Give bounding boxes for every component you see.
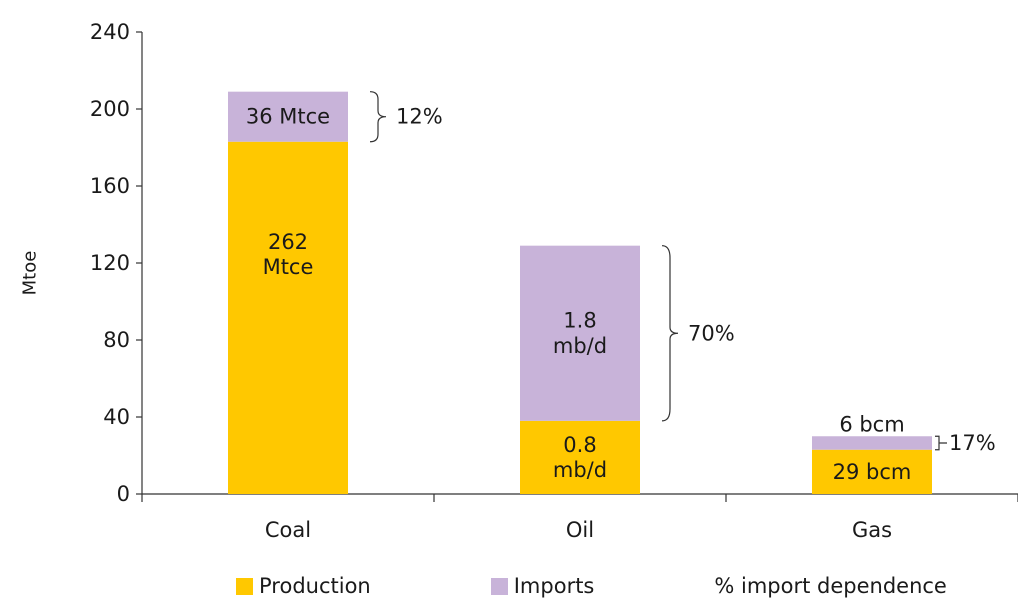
y-axis-title: Mtoe — [20, 251, 41, 296]
brace-gas — [935, 435, 947, 451]
bar-imports-coal — [228, 91, 348, 142]
data-label-imports-coal: 36 Mtce — [246, 105, 330, 129]
x-category-label: Oil — [566, 518, 594, 542]
legend-label-production: Production — [259, 574, 371, 598]
data-label-imports-gas: 6 bcm — [839, 412, 904, 436]
data-label-production-oil-line: 0.8 — [563, 433, 596, 457]
y-tick-label: 0 — [117, 482, 130, 506]
bar-imports-oil — [520, 245, 640, 421]
legend-swatch-production — [236, 577, 253, 595]
legend-item-import-dependence: % import dependence — [714, 574, 946, 598]
import-dependence-label-coal: 12% — [396, 105, 443, 129]
legend-label-import-dependence: % import dependence — [714, 574, 947, 598]
bar-production-oil — [520, 420, 640, 494]
legend-item-production: Production — [236, 574, 371, 598]
data-label-production-oil-line: mb/d — [553, 458, 607, 482]
data-label-production-gas: 29 bcm — [833, 460, 912, 484]
bar-production-coal — [228, 141, 348, 494]
data-label-imports-oil-line: mb/d — [553, 334, 607, 358]
brace-oil — [661, 245, 679, 422]
y-tick-label: 160 — [90, 174, 130, 198]
legend-swatch-imports — [490, 577, 508, 595]
import-dependence-label-gas: 17% — [949, 431, 996, 455]
legend-label-imports: Imports — [513, 574, 595, 598]
data-label-production-coal-line: Mtce — [263, 255, 314, 279]
bar-production-gas — [812, 449, 932, 494]
data-label-production-coal: 262 Mtce — [263, 230, 314, 279]
y-tick-label: 80 — [103, 328, 130, 352]
import-dependence-label-oil: 70% — [688, 321, 735, 345]
x-category-label: Coal — [265, 518, 311, 542]
data-label-production-oil: 0.8 mb/d — [553, 433, 607, 482]
y-tick-label: 240 — [90, 20, 130, 44]
data-label-imports-oil-line: 1.8 — [563, 309, 596, 333]
legend-item-imports: Imports — [490, 574, 595, 598]
chart-legend: Production Imports % import dependence — [236, 574, 947, 598]
data-label-production-coal-line: 262 — [268, 230, 308, 254]
x-category-label: Gas — [852, 518, 892, 542]
data-label-imports-oil: 1.8 mb/d — [553, 309, 607, 358]
brace-coal — [369, 91, 387, 143]
y-tick-label: 40 — [103, 405, 130, 429]
bar-imports-gas — [812, 436, 932, 450]
y-tick-label: 200 — [90, 97, 130, 121]
y-tick-label: 120 — [90, 251, 130, 275]
